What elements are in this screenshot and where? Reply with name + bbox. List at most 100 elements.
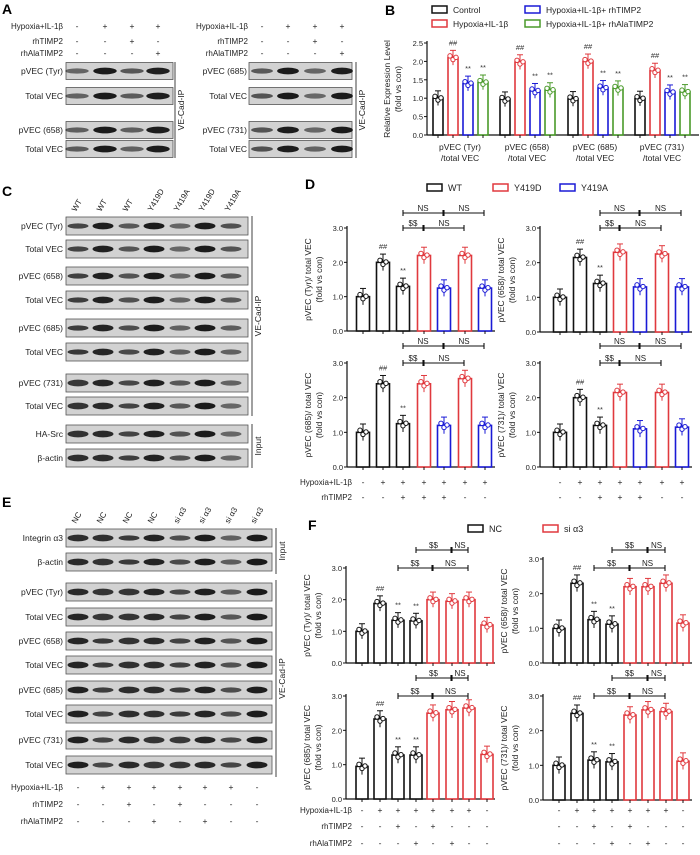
blot-band	[92, 613, 114, 621]
replicate-point	[648, 706, 654, 713]
panel-e-condition-sign: -	[128, 816, 131, 826]
x-category-label: pVEC (731)	[640, 142, 685, 152]
lane-label: si α3	[172, 505, 189, 525]
blot-band	[93, 126, 117, 134]
replicate-point	[383, 259, 389, 265]
replicate-point	[634, 94, 640, 100]
panel-e-condition-sign: +	[152, 782, 157, 792]
replicate-point	[433, 710, 439, 716]
blot-band	[118, 559, 140, 565]
bracket-label: NS	[635, 354, 646, 363]
panel-e-condition-sign: +	[203, 816, 208, 826]
blot-band	[220, 297, 242, 303]
lane-label: Y419D	[197, 187, 217, 213]
replicate-point	[554, 292, 560, 298]
blot-band	[169, 614, 191, 620]
replicate-point	[588, 58, 594, 64]
replicate-point	[481, 749, 487, 756]
y-tick-label: 3.0	[333, 359, 343, 368]
replicate-point	[447, 53, 453, 59]
significance-bracket: $$	[593, 687, 630, 699]
blot-membrane	[65, 680, 273, 700]
replicate-point	[600, 280, 606, 286]
panel-e-condition-sign: +	[127, 782, 132, 792]
significance-mark: **	[547, 71, 553, 80]
blot-band	[118, 223, 140, 229]
replicate-point	[392, 615, 398, 622]
legend-swatch	[492, 183, 509, 192]
y-tick-label: 3.0	[526, 224, 536, 233]
replicate-point	[577, 580, 583, 586]
legend-label: Y419D	[514, 183, 542, 193]
replicate-point	[553, 760, 559, 766]
panel-a-left-condition-sign: +	[156, 21, 161, 31]
replicate-point	[660, 706, 666, 713]
legend-label: NC	[489, 524, 502, 534]
blot-band	[220, 711, 242, 717]
blot-row	[65, 448, 249, 468]
replicate-point	[487, 751, 493, 757]
blot-label: pVEC (685)	[19, 323, 64, 333]
blot-band	[143, 245, 165, 253]
blot-band	[246, 736, 268, 744]
panel-e-condition-sign: -	[153, 799, 156, 809]
replicate-point	[356, 761, 362, 768]
y-tick-label: 1.0	[526, 293, 536, 302]
y-tick-label: 1.0	[333, 293, 343, 302]
replicate-point	[453, 54, 459, 61]
blot-band	[331, 126, 353, 134]
replicate-point	[560, 294, 566, 300]
bar	[659, 710, 673, 801]
replicate-point	[656, 387, 662, 394]
blot-band	[92, 402, 114, 410]
blot-band	[194, 324, 216, 332]
significance-mark: **	[395, 735, 401, 744]
blot-band	[146, 67, 170, 75]
lane-label: WT	[95, 198, 109, 213]
blot-band	[246, 761, 268, 769]
blot-band	[92, 588, 114, 596]
bar	[416, 382, 432, 468]
replicate-point	[580, 394, 586, 400]
legend-swatch	[426, 183, 443, 192]
replicate-point	[594, 278, 600, 285]
replicate-point	[444, 422, 450, 428]
significance-mark: **	[600, 69, 606, 78]
replicate-point	[444, 284, 450, 291]
panel-d-right-condition-sign: +	[638, 477, 643, 487]
bar	[641, 709, 655, 801]
bracket-label: NS	[417, 337, 428, 346]
blot-band	[251, 146, 273, 152]
replicate-point	[664, 87, 670, 94]
bar	[654, 391, 670, 468]
blot-band	[92, 379, 114, 387]
replicate-point	[642, 705, 648, 711]
replicate-point	[594, 757, 600, 763]
significance-bracket: NS	[423, 219, 465, 231]
bar	[572, 396, 588, 468]
bracket-label: NS	[651, 541, 662, 550]
panel-f-right-condition-sign: -	[558, 805, 561, 815]
blot-band	[118, 710, 140, 718]
blot-label: Total VEC	[25, 295, 63, 305]
panel-d-right-condition-sign: -	[661, 492, 664, 502]
significance-mark: **	[413, 735, 419, 744]
panel-a-right-condition-label: rhTIMP2	[217, 37, 248, 46]
blot-band	[277, 92, 299, 100]
blot-membrane	[65, 730, 273, 750]
blot-band	[67, 761, 89, 769]
panel-d-left-condition-sign: +	[442, 477, 447, 487]
panel-a-left-condition-sign: +	[130, 21, 135, 31]
lane-label: NC	[70, 510, 84, 525]
replicate-point	[666, 580, 672, 586]
blot-band	[194, 558, 216, 566]
bracket-label: NS	[454, 669, 465, 678]
panel-f-left-condition-sign: +	[431, 805, 436, 815]
significance-bracket: NS	[629, 559, 666, 571]
panel-a-left-condition-label: Hypoxia+IL-1β	[11, 22, 63, 31]
replicate-point	[424, 252, 430, 258]
significance-bracket: NS	[619, 219, 662, 231]
blot-band	[65, 146, 89, 152]
replicate-point	[380, 715, 386, 722]
blot-band	[194, 296, 216, 304]
